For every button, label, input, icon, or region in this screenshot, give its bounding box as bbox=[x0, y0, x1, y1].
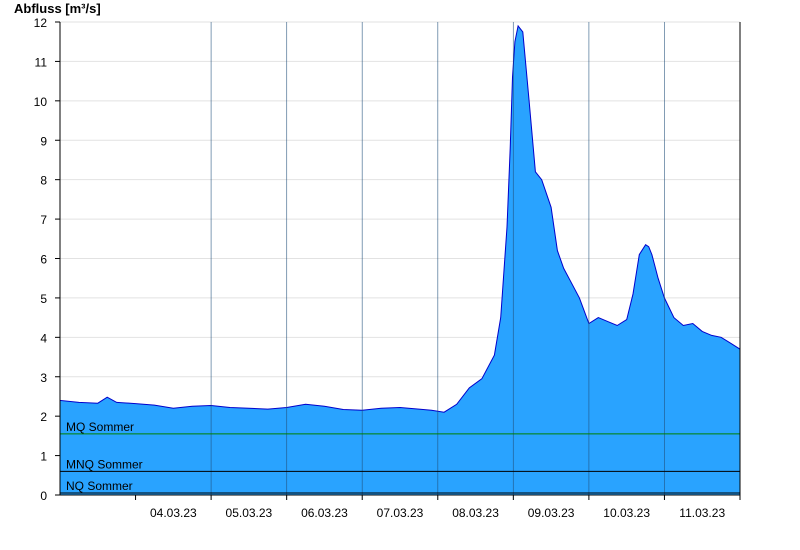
y-tick-label: 3 bbox=[40, 371, 47, 385]
day-separator-lines bbox=[210, 22, 665, 495]
y-tick-label: 1 bbox=[40, 450, 47, 464]
x-tick-label: 10.03.23 bbox=[603, 506, 650, 520]
y-tick-label: 8 bbox=[40, 174, 47, 188]
reference-label: MQ Sommer bbox=[66, 420, 134, 434]
y-tick-label: 2 bbox=[40, 410, 47, 424]
reference-label: MNQ Sommer bbox=[66, 457, 143, 471]
x-tick-label: 08.03.23 bbox=[452, 506, 499, 520]
y-tick-label: 6 bbox=[40, 253, 47, 267]
reference-label: NQ Sommer bbox=[66, 479, 133, 493]
x-axis-ticks: 04.03.23 05.03.23 06.03.23 07.03.23 08.03.23… bbox=[135, 495, 741, 520]
y-tick-label: 9 bbox=[40, 134, 47, 148]
y-tick-label: 0 bbox=[40, 489, 47, 503]
discharge-area bbox=[59, 24, 741, 496]
y-tick-label: 12 bbox=[34, 16, 48, 30]
reference-lines: MQ Sommer MNQ Sommer NQ Sommer bbox=[60, 420, 740, 494]
y-tick-label: 5 bbox=[40, 292, 47, 306]
y-tick-label: 11 bbox=[35, 55, 48, 69]
y-tick-label: 10 bbox=[34, 95, 48, 109]
x-tick-label: 07.03.23 bbox=[377, 506, 424, 520]
x-tick-label: 05.03.23 bbox=[226, 506, 273, 520]
y-tick-label: 7 bbox=[40, 213, 47, 227]
x-tick-label: 11.03.23 bbox=[679, 506, 725, 520]
x-tick-label: 09.03.23 bbox=[528, 506, 575, 520]
y-tick-label: 4 bbox=[40, 331, 47, 345]
x-tick-label: 04.03.23 bbox=[150, 506, 197, 520]
x-tick-label: 06.03.23 bbox=[301, 506, 348, 520]
y-axis-title: Abfluss [m³/s] bbox=[14, 1, 101, 16]
